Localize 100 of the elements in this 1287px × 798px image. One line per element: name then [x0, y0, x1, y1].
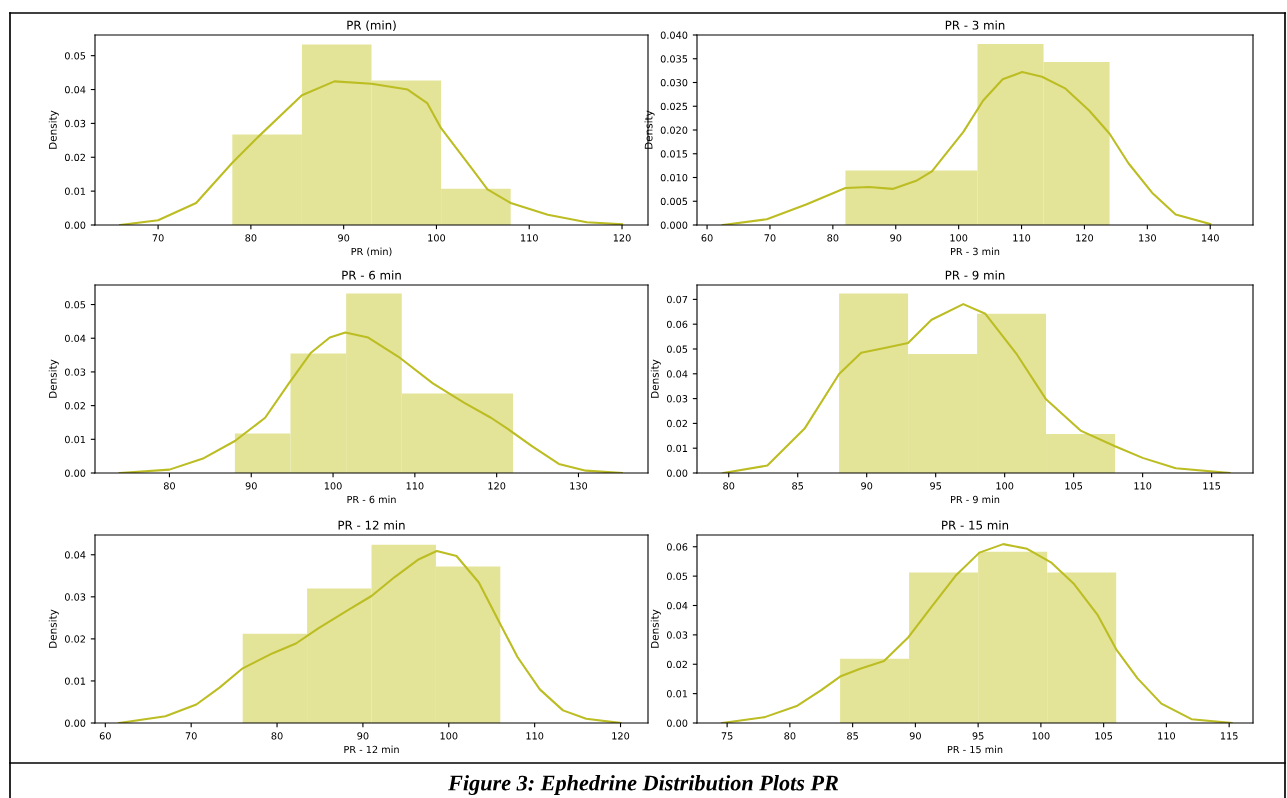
- x-tick-label: 85: [792, 482, 804, 490]
- y-tick-label: 0.03: [666, 631, 688, 639]
- x-tick-label: 115: [1220, 732, 1238, 740]
- caption: Figure 3: Ephedrine Distribution Plots PR: [448, 774, 839, 796]
- y-tick-label: 0.025: [660, 102, 688, 111]
- x-tick-label: 90: [338, 234, 350, 242]
- y-tick-label: 0.00: [666, 719, 688, 727]
- y-tick-label: 0.04: [64, 551, 86, 559]
- x-tick-label: 70: [764, 234, 776, 242]
- x-tick-label: 70: [185, 732, 197, 740]
- x-tick-label: 110: [1134, 482, 1152, 490]
- chart-title: PR - 12 min: [338, 520, 405, 530]
- y-axis-title: Density: [650, 609, 661, 648]
- x-tick-label: 80: [163, 482, 175, 490]
- y-tick-label: 0.00: [64, 221, 86, 229]
- x-tick-label: 120: [1076, 234, 1094, 242]
- x-tick-label: 75: [721, 732, 733, 740]
- x-axis-title: PR - 3 min: [951, 247, 1000, 256]
- x-tick-label: 100: [440, 732, 458, 740]
- y-axis-title: Density: [48, 359, 59, 398]
- x-tick-label: 110: [1158, 732, 1176, 740]
- y-tick-label: 0.04: [666, 601, 688, 610]
- y-tick-label: 0.01: [64, 187, 86, 195]
- x-tick-label: 110: [526, 732, 544, 740]
- y-tick-label: 0.07: [666, 295, 688, 304]
- x-tick-label: 130: [1139, 234, 1156, 242]
- y-tick-label: 0.05: [64, 52, 86, 60]
- x-tick-label: 90: [909, 732, 921, 740]
- x-tick-label: 120: [612, 732, 630, 740]
- y-tick-label: 0.01: [64, 677, 86, 685]
- x-tick-label: 70: [152, 234, 164, 242]
- x-tick-label: 90: [861, 482, 873, 490]
- x-tick-label: 85: [847, 732, 858, 740]
- y-tick-label: 0.005: [660, 197, 688, 206]
- x-axis-title: PR - 15 min: [947, 745, 1003, 754]
- x-tick-label: 100: [428, 234, 446, 242]
- y-tick-label: 0.03: [64, 119, 86, 128]
- y-tick-label: 0.03: [64, 593, 86, 601]
- x-tick-label: 60: [99, 732, 111, 740]
- y-tick-label: 0.00: [64, 719, 86, 727]
- y-tick-label: 0.04: [64, 86, 86, 94]
- y-tick-label: 0.02: [666, 419, 687, 428]
- x-tick-label: 95: [972, 732, 984, 740]
- x-axis-title: PR - 12 min: [344, 745, 399, 753]
- chart-title: PR - 6 min: [342, 270, 401, 280]
- y-tick-label: 0.03: [64, 368, 86, 376]
- x-tick-label: 105: [1065, 482, 1083, 490]
- y-tick-label: 0.01: [64, 435, 86, 444]
- x-tick-label: 140: [1202, 234, 1219, 242]
- x-axis-title: PR (min): [351, 247, 392, 257]
- y-tick-label: 0.05: [666, 345, 688, 353]
- x-tick-label: 110: [521, 234, 538, 242]
- y-tick-label: 0.010: [660, 173, 688, 182]
- x-axis-title: PR - 9 min: [951, 495, 1000, 504]
- x-tick-label: 90: [245, 482, 257, 490]
- chart-title: PR (min): [347, 20, 396, 31]
- y-tick-label: 0.02: [64, 153, 85, 162]
- x-tick-label: 100: [324, 482, 342, 490]
- y-tick-label: 0.05: [64, 301, 86, 309]
- y-axis-title: Density: [644, 110, 655, 149]
- y-tick-label: 0.02: [64, 402, 85, 410]
- x-tick-label: 90: [357, 732, 369, 740]
- y-tick-label: 0.05: [666, 572, 688, 580]
- x-tick-label: 110: [406, 482, 424, 490]
- x-tick-label: 100: [950, 234, 968, 242]
- y-tick-label: 0.00: [666, 469, 688, 477]
- y-tick-label: 0.04: [666, 370, 688, 378]
- x-tick-label: 115: [1203, 482, 1221, 490]
- x-tick-label: 110: [1013, 234, 1031, 242]
- chart-title: PR - 15 min: [942, 520, 1009, 530]
- y-tick-label: 0.00: [64, 469, 86, 477]
- x-tick-label: 80: [245, 234, 257, 242]
- x-tick-label: 60: [701, 234, 713, 242]
- x-tick-label: 80: [827, 234, 839, 242]
- x-axis-title: PR - 6 min: [347, 495, 396, 504]
- y-tick-label: 0.035: [660, 55, 688, 63]
- x-tick-label: 80: [784, 732, 796, 740]
- y-tick-label: 0.02: [64, 635, 85, 643]
- y-tick-label: 0.015: [660, 150, 688, 158]
- y-tick-label: 0.03: [666, 395, 688, 403]
- x-tick-label: 100: [1032, 732, 1050, 740]
- x-tick-label: 90: [890, 234, 902, 242]
- y-tick-label: 0.02: [666, 660, 687, 669]
- y-tick-label: 0.040: [660, 31, 688, 39]
- x-tick-label: 100: [996, 482, 1014, 490]
- y-tick-label: 0.030: [660, 78, 688, 87]
- y-axis-title: Density: [48, 110, 59, 149]
- chart-title: PR - 9 min: [945, 270, 1005, 280]
- y-axis-title: Density: [48, 609, 59, 648]
- x-tick-label: 130: [570, 482, 588, 490]
- chart-title: PR - 3 min: [945, 20, 1005, 30]
- x-tick-label: 120: [613, 234, 631, 242]
- x-tick-label: 95: [930, 482, 942, 490]
- y-tick-label: 0.01: [666, 690, 688, 698]
- x-tick-label: 120: [488, 482, 506, 490]
- x-tick-label: 80: [723, 482, 735, 490]
- y-tick-label: 0.06: [666, 320, 688, 329]
- y-tick-label: 0.04: [64, 334, 86, 343]
- x-tick-label: 105: [1095, 732, 1113, 740]
- x-tick-label: 80: [271, 732, 283, 740]
